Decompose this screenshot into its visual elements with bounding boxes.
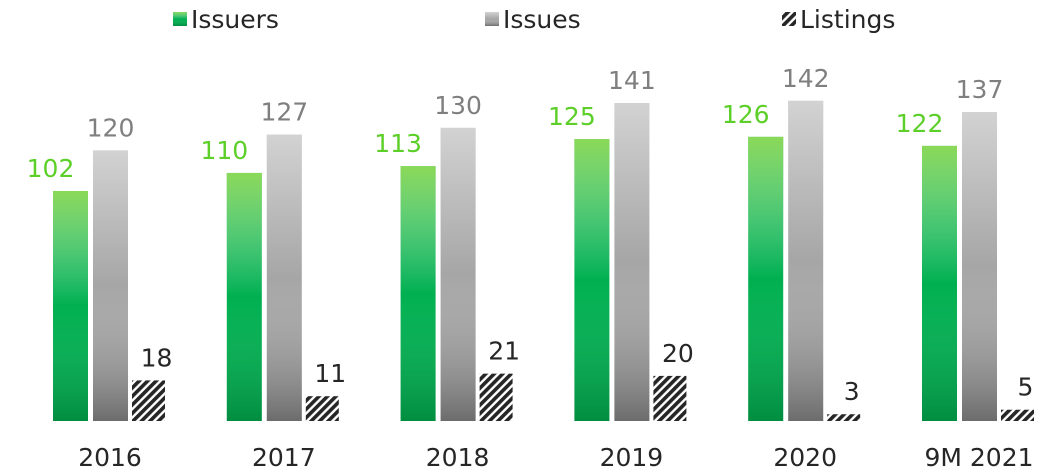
x-tick-label: 2016 (78, 443, 142, 472)
bar (1001, 409, 1034, 421)
value-label: 122 (896, 109, 944, 138)
value-label: 142 (782, 64, 830, 93)
value-label: 141 (608, 66, 656, 95)
value-label: 127 (260, 98, 308, 127)
bar (132, 380, 165, 421)
value-label: 130 (434, 91, 482, 120)
bar-shade (226, 172, 262, 421)
legend-label: Issuers (191, 5, 279, 34)
value-label: 110 (200, 136, 248, 165)
value-label: 113 (374, 129, 422, 158)
legend-swatch (782, 12, 796, 26)
bar-shade (748, 136, 784, 421)
x-tick-label: 9M 2021 (924, 443, 1033, 472)
value-label: 18 (141, 343, 173, 372)
value-label: 11 (314, 359, 346, 388)
value-label: 125 (548, 102, 596, 131)
bar-shade (53, 190, 88, 421)
bar-shade (266, 134, 302, 422)
value-label: 5 (1018, 373, 1034, 402)
bar-shade (788, 100, 824, 421)
x-tick-label: 2019 (600, 443, 664, 472)
legend-label: Listings (800, 5, 895, 34)
x-tick-label: 2020 (773, 443, 837, 472)
value-label: 102 (27, 154, 75, 183)
bar-shade (614, 103, 650, 422)
bar-shade (962, 112, 997, 421)
bar-shade (440, 127, 476, 421)
x-tick-label: 2017 (252, 443, 316, 472)
legend-label: Issues (503, 5, 581, 34)
value-label: 126 (722, 100, 770, 129)
value-label: 120 (87, 113, 135, 142)
bar-shade (400, 166, 436, 421)
value-label: 137 (956, 75, 1004, 104)
x-tick-label: 2018 (426, 443, 490, 472)
value-label: 21 (488, 337, 520, 366)
bar (479, 373, 513, 421)
legend-swatch-shade (173, 12, 187, 26)
bar (827, 414, 861, 421)
bar (653, 375, 687, 421)
value-label: 3 (844, 377, 860, 406)
value-label: 20 (662, 339, 694, 368)
legend-swatch-shade (485, 12, 499, 26)
bar-shade (922, 145, 957, 421)
bar-shade (93, 150, 128, 421)
bar-shade (574, 139, 610, 421)
bar (305, 396, 339, 421)
